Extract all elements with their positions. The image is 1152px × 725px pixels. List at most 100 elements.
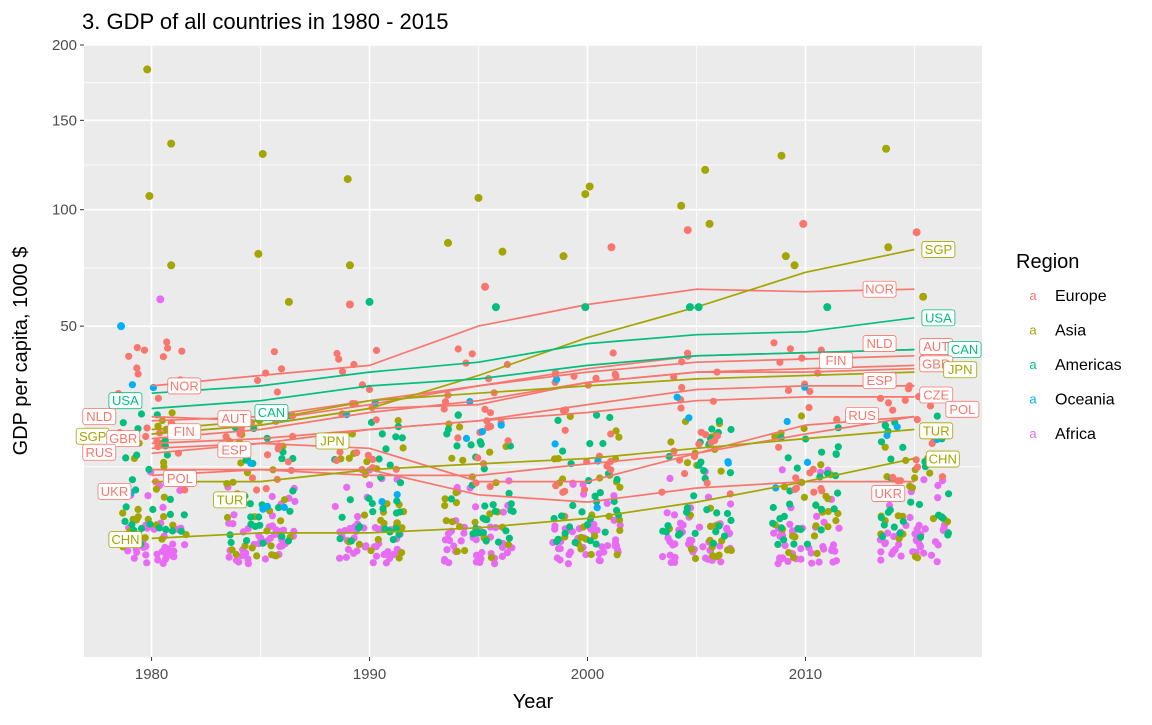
jitter-point xyxy=(889,473,897,481)
jitter-point xyxy=(128,520,136,529)
jitter-point xyxy=(770,529,778,537)
jitter-point xyxy=(491,507,499,515)
jitter-point xyxy=(504,437,512,445)
jitter-point xyxy=(504,541,512,549)
jitter-point xyxy=(177,527,185,535)
jitter-point xyxy=(706,522,715,531)
jitter-point xyxy=(393,519,401,527)
jitter-point xyxy=(142,432,150,441)
jitter-point xyxy=(130,554,138,562)
jitter-point xyxy=(248,544,256,552)
data-point xyxy=(884,243,893,252)
country-label-text: NLD xyxy=(86,409,112,424)
jitter-point xyxy=(459,456,467,464)
legend-label: Americas xyxy=(1055,357,1122,374)
jitter-point xyxy=(877,438,886,446)
jitter-point xyxy=(262,485,270,493)
country-label: USA xyxy=(921,309,956,327)
country-label-box xyxy=(921,241,956,258)
jitter-point xyxy=(613,551,621,559)
jitter-point xyxy=(911,474,919,482)
jitter-point xyxy=(284,458,292,466)
jitter-point xyxy=(223,513,232,522)
jitter-point xyxy=(469,530,477,538)
country-label: UKR xyxy=(871,485,906,502)
jitter-point xyxy=(460,529,468,537)
jitter-point xyxy=(448,518,456,526)
jitter-point xyxy=(565,551,573,559)
data-point xyxy=(145,192,154,201)
jitter-point xyxy=(670,373,678,381)
jitter-point xyxy=(346,496,354,504)
jitter-point xyxy=(498,552,506,561)
jitter-point xyxy=(454,411,462,419)
jitter-point xyxy=(146,520,154,528)
jitter-point xyxy=(921,525,929,533)
jitter-point xyxy=(793,464,801,472)
jitter-point xyxy=(398,434,406,442)
country-label-text: POL xyxy=(167,471,193,486)
legend-key: a xyxy=(1029,288,1037,303)
jitter-point xyxy=(805,404,813,412)
jitter-point xyxy=(222,433,230,441)
country-label: CHN xyxy=(108,531,143,548)
jitter-point xyxy=(806,387,814,396)
jitter-point xyxy=(482,537,490,545)
country-label-box xyxy=(943,361,978,379)
country-label: NLD xyxy=(82,408,117,426)
jitter-point xyxy=(810,532,819,540)
jitter-point xyxy=(483,516,491,524)
jitter-point xyxy=(278,532,286,541)
jitter-point xyxy=(789,553,798,562)
x-tick-label: 1980 xyxy=(135,666,168,683)
jitter-point xyxy=(492,479,500,487)
series-line-usa xyxy=(151,316,915,395)
jitter-point xyxy=(691,554,700,563)
jitter-point xyxy=(554,545,563,553)
jitter-point xyxy=(502,527,510,535)
jitter-point xyxy=(162,525,170,534)
jitter-point xyxy=(596,557,604,565)
jitter-point xyxy=(784,557,792,566)
country-label-text: FIN xyxy=(825,353,846,368)
jitter-point xyxy=(180,511,188,519)
country-label-text: NOR xyxy=(170,378,199,393)
data-point xyxy=(581,190,590,199)
jitter-point xyxy=(382,559,390,567)
legend-label: Oceania xyxy=(1055,392,1115,409)
jitter-point xyxy=(137,524,146,533)
jitter-point xyxy=(944,531,952,539)
country-label-box xyxy=(819,352,853,369)
legend-label: Asia xyxy=(1055,323,1086,340)
legend-key: a xyxy=(1029,392,1037,407)
jitter-point xyxy=(133,451,141,459)
data-point xyxy=(365,297,374,306)
country-label-text: CAN xyxy=(258,405,285,420)
country-label-text: AUT xyxy=(923,339,949,354)
jitter-point xyxy=(666,474,674,482)
jitter-point xyxy=(169,521,177,529)
jitter-point xyxy=(454,434,462,442)
jitter-point xyxy=(268,492,276,501)
data-point xyxy=(167,139,176,148)
jitter-point xyxy=(681,470,689,478)
jitter-point xyxy=(125,352,133,360)
country-label: CAN xyxy=(254,404,289,421)
jitter-point xyxy=(583,521,592,529)
jitter-point xyxy=(161,549,170,558)
jitter-point xyxy=(259,539,267,547)
jitter-point xyxy=(897,552,905,560)
chart-title: 3. GDP of all countries in 1980 - 2015 xyxy=(82,9,448,34)
jitter-point xyxy=(818,448,826,456)
jitter-point xyxy=(611,542,619,550)
jitter-point xyxy=(468,350,476,358)
jitter-point xyxy=(679,521,687,529)
data-point xyxy=(491,303,500,312)
legend-item-americas: a Americas xyxy=(1029,357,1121,374)
jitter-point xyxy=(613,475,621,484)
jitter-point xyxy=(133,344,141,352)
jitter-point xyxy=(833,415,841,423)
jitter-point xyxy=(378,498,386,506)
jitter-point xyxy=(783,417,791,426)
jitter-point xyxy=(443,546,451,554)
